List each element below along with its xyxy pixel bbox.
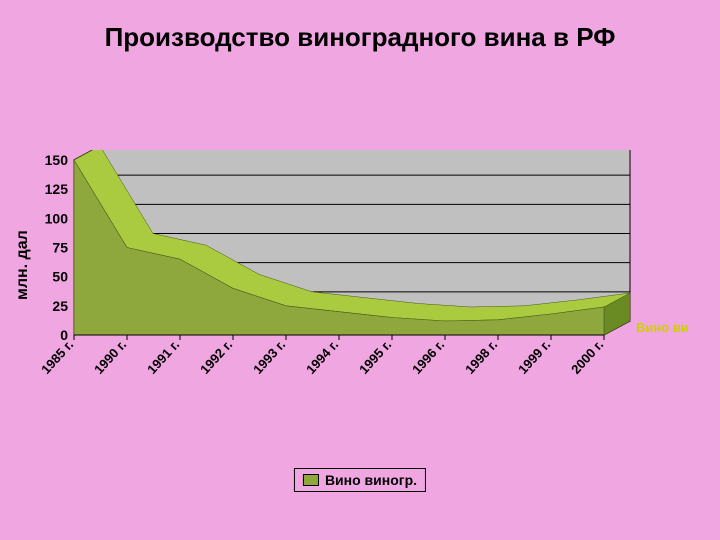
- series-depth-label: Вино виногр.: [636, 320, 690, 335]
- x-tick-label: 1991 г.: [144, 337, 182, 377]
- x-tick-label: 1990 г.: [91, 337, 129, 377]
- y-tick-label: 100: [45, 210, 69, 226]
- x-tick-label: 1985 г.: [38, 337, 76, 377]
- x-tick-label: 1999 г.: [515, 337, 553, 377]
- y-tick-label: 125: [45, 181, 69, 197]
- area-chart-svg: 02550751001251501985 г.1990 г.1991 г.199…: [30, 150, 690, 430]
- x-tick-label: 1995 г.: [356, 337, 394, 377]
- x-tick-label: 1993 г.: [250, 337, 288, 377]
- chart-area: 02550751001251501985 г.1990 г.1991 г.199…: [30, 150, 690, 430]
- y-tick-label: 75: [52, 240, 68, 256]
- legend: Вино виногр.: [294, 468, 426, 492]
- chart-title: Производство виноградного вина в РФ: [0, 22, 720, 53]
- x-tick-label: 1994 г.: [303, 337, 341, 377]
- x-tick-label: 1996 г.: [409, 337, 447, 377]
- y-tick-label: 50: [52, 269, 68, 285]
- slide: Производство виноградного вина в РФ млн.…: [0, 0, 720, 540]
- legend-label: Вино виногр.: [325, 472, 417, 488]
- y-tick-label: 25: [52, 298, 68, 314]
- x-tick-label: 1992 г.: [197, 337, 235, 377]
- x-tick-label: 1998 г.: [462, 337, 500, 377]
- x-tick-label: 2000 г.: [568, 337, 606, 377]
- legend-swatch: [303, 474, 319, 486]
- y-tick-label: 150: [45, 152, 69, 168]
